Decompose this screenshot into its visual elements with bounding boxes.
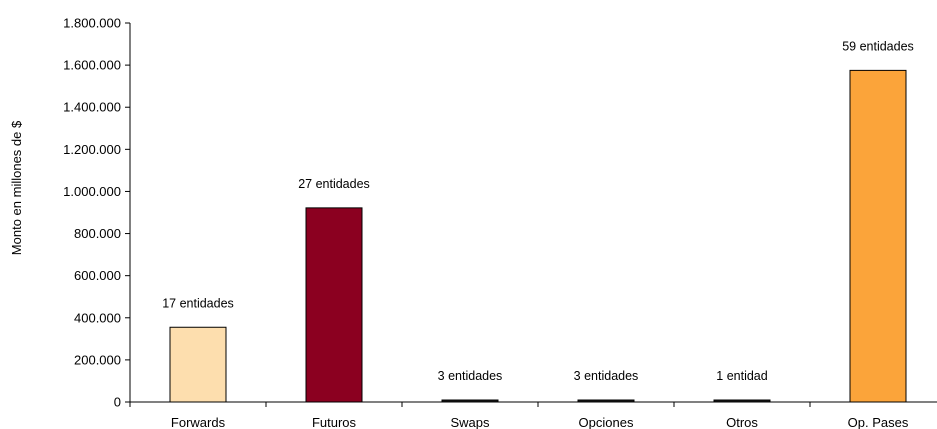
y-tick-label: 1.200.000 (63, 142, 121, 157)
y-tick-label: 600.000 (74, 268, 121, 283)
y-tick-label: 1.800.000 (63, 16, 121, 31)
y-tick-label: 200.000 (74, 352, 121, 367)
bar-data-label: 17 entidades (162, 296, 234, 310)
bars (169, 69, 907, 403)
y-tick-label: 1.600.000 (63, 58, 121, 73)
x-category-label: Futuros (312, 415, 357, 429)
bar (577, 399, 635, 403)
bar (713, 399, 771, 403)
y-tick-label: 800.000 (74, 226, 121, 241)
y-tick-label: 1.400.000 (63, 100, 121, 115)
bar (441, 399, 499, 403)
y-tick-label: 1.000.000 (63, 184, 121, 199)
x-category-label: Swaps (450, 415, 490, 429)
x-category-label: Forwards (171, 415, 226, 429)
x-axis: Forwards Futuros Swaps Opciones Otros Op. Pas… (129, 401, 937, 429)
bar (169, 326, 227, 403)
y-tick-label: 400.000 (74, 310, 121, 325)
y-axis-title: Monto en millones de $ (9, 120, 24, 255)
x-category-label: Op. Pases (848, 415, 909, 429)
bar-data-label: 1 entidad (716, 369, 767, 383)
y-tick-label: 0 (114, 395, 121, 410)
y-axis: 0 200.000 400.000 600.000 800.000 1.000.000 1.… (63, 16, 131, 410)
bar-data-label: 27 entidades (298, 177, 370, 191)
x-category-label: Opciones (579, 415, 634, 429)
bar (849, 69, 907, 403)
bar-data-label: 3 entidades (438, 369, 503, 383)
data-labels: 17 entidades 27 entidades 3 entidades 3 ent… (162, 39, 914, 383)
bar-data-label: 3 entidades (574, 369, 639, 383)
x-category-label: Otros (726, 415, 758, 429)
bar (305, 207, 363, 403)
bar-data-label: 59 entidades (842, 39, 914, 53)
